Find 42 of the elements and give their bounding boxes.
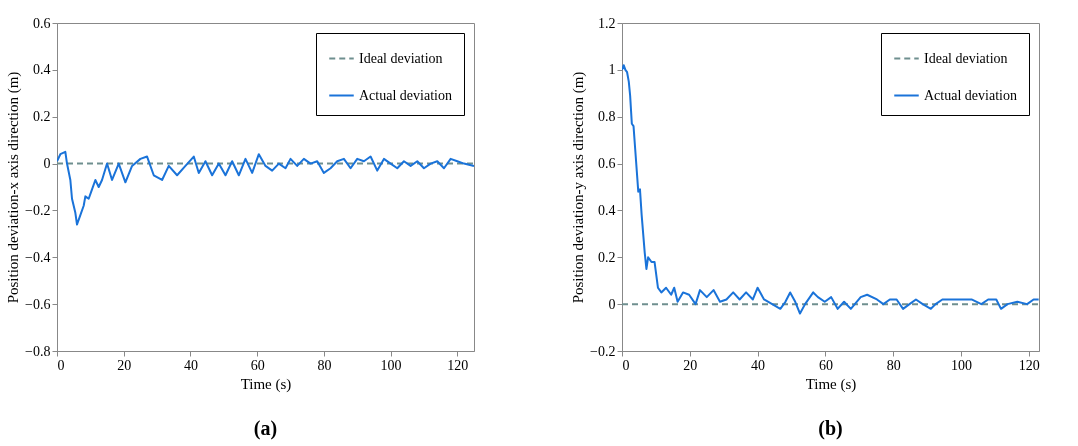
y-tick-label: 0.8 [598,109,616,125]
legend-label: Ideal deviation [359,50,443,66]
x-tick-label: 100 [951,357,973,373]
text: (a) [253,417,278,440]
x-tick-label: 40 [751,357,766,373]
line-series [57,150,474,226]
x-axis-title: Time (s) [805,375,857,393]
x-tick-label: 20 [683,357,698,373]
x-tick-label: 20 [117,357,132,373]
y-tick-label: 0.6 [598,156,616,172]
x-tick-label: 40 [183,357,198,373]
x-tick-label: 80 [317,357,332,373]
legend-label: Actual deviation [359,87,452,103]
y-tick-label: −0.6 [25,296,51,312]
y-tick-label: 0.2 [598,249,616,265]
x-tick-label: 60 [818,357,833,373]
y-axis-title: Position deviation-y axis direction (m) [570,71,588,304]
x-axis-title: Time (s) [240,375,292,393]
y-tick-label: 0.6 [33,15,51,31]
y-axis-title: Position deviation-x axis direction (m) [5,71,23,304]
x-tick-label: 120 [1018,357,1040,373]
x-tick-label: 120 [447,357,469,373]
y-tick-label: 0 [43,156,51,172]
x-tick-label: 60 [250,357,265,373]
line-series [622,64,1039,315]
y-tick-label: −0.2 [590,343,616,359]
x-tick-label: 0 [57,357,65,373]
legend-label: Actual deviation [924,87,1017,103]
y-tick-label: 0.2 [33,109,51,125]
y-tick-label: 1 [608,62,616,78]
y-tick-label: −0.2 [25,202,51,218]
y-tick-label: 0.4 [33,62,51,78]
y-tick-label: −0.4 [25,249,51,265]
y-tick-label: 0 [608,296,616,312]
y-tick-label: 1.2 [598,15,616,31]
x-tick-label: 100 [380,357,402,373]
legend-label: Ideal deviation [924,50,1008,66]
x-tick-label: 80 [886,357,901,373]
x-tick-label: 0 [622,357,630,373]
y-tick-label: 0.4 [598,202,616,218]
text: (b) [818,417,843,440]
y-tick-label: −0.8 [25,343,51,359]
